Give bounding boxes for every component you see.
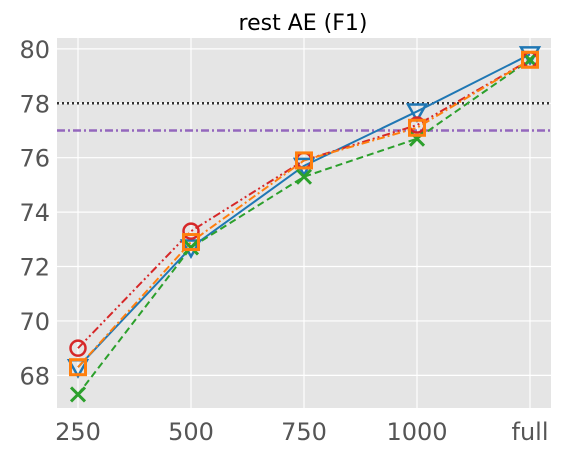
x-marker — [182, 239, 200, 256]
square-marker — [69, 358, 87, 377]
y-tick-label: 80 — [19, 36, 50, 64]
x-marker — [295, 168, 313, 185]
square-marker — [295, 151, 313, 170]
series-line — [77, 58, 531, 396]
y-tick-label: 72 — [19, 254, 50, 282]
x-tick-label: 500 — [168, 418, 214, 446]
y-tick-label: 76 — [19, 145, 50, 173]
chart-title: rest AE (F1) — [239, 11, 368, 36]
y-tick-label: 78 — [19, 90, 50, 118]
x-marker-stroke — [295, 168, 313, 185]
y-tick-label: 70 — [19, 308, 50, 336]
series-line — [77, 58, 531, 368]
y-tick-label: 74 — [19, 199, 50, 227]
x-tick-label: full — [512, 418, 549, 446]
x-marker — [69, 386, 87, 403]
square-marker — [408, 118, 426, 137]
x-marker-stroke — [69, 386, 87, 403]
square-marker — [182, 233, 200, 252]
x-marker-stroke — [182, 239, 200, 256]
x-tick-label: 750 — [281, 418, 327, 446]
circle-marker — [69, 339, 87, 357]
series-line — [77, 53, 531, 368]
circle-marker — [182, 222, 200, 240]
square-marker — [521, 50, 539, 69]
triangle-marker — [405, 103, 429, 124]
y-tick-label: 68 — [19, 362, 50, 390]
x-tick-label: 250 — [55, 418, 101, 446]
x-tick-label: 1000 — [386, 418, 447, 446]
